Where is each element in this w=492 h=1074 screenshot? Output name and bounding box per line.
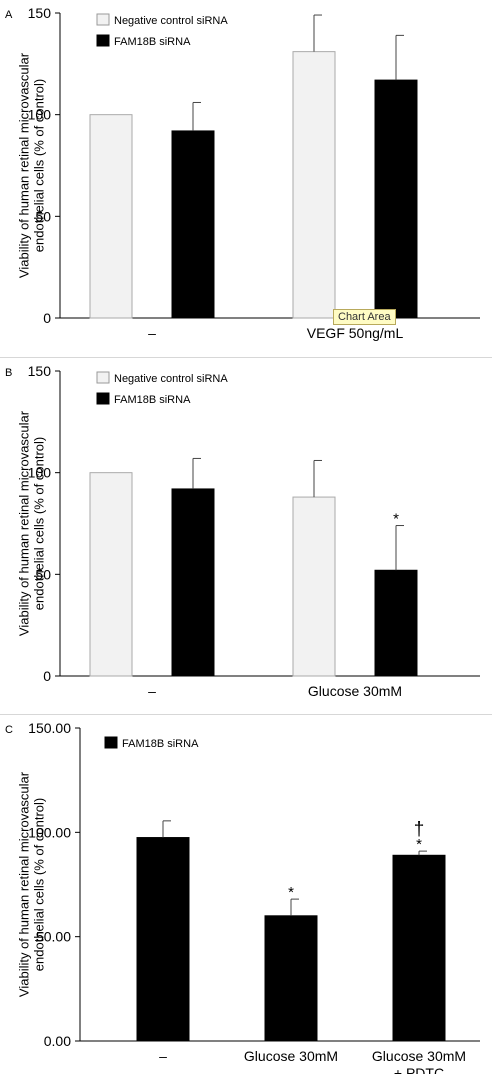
y-axis-label-line: Viability of human retinal microvascular [16,771,31,997]
legend-label: FAM18B siRNA [122,738,199,750]
y-tick-label: 0 [43,310,51,326]
bar [89,472,133,677]
chart-panel-a: A Viability of human retinal microvascula… [0,0,492,356]
y-tick-label: 50 [35,208,51,224]
y-tick-label: 50.00 [36,929,71,945]
chart-panel-b: B Viability of human retinal microvascula… [0,357,492,710]
y-axis-label: Viability of human retinal microvascular… [16,771,46,997]
chart-panel-c: C Viability of human retinal microvascula… [0,714,492,1074]
significance-marker: * [288,884,294,901]
panel-label: C [5,724,13,736]
panel-label: B [5,367,12,379]
bar [292,51,336,319]
x-category-label: – [148,325,156,341]
y-tick-label: 150 [28,363,52,379]
bar [171,488,215,677]
bar [292,496,336,677]
x-category-label: Glucose 30mM [372,1048,466,1064]
bar [89,114,133,319]
y-axis-label-line: Viability of human retinal microvascular [16,410,31,636]
y-tick-label: 150.00 [28,720,71,736]
y-axis-label: Viability of human retinal microvascular… [16,410,46,636]
y-tick-label: 0.00 [44,1033,71,1049]
y-axis-label-line: endothelial cells (% of control) [31,437,46,610]
x-category-label: – [159,1048,167,1064]
y-tick-label: 0 [43,668,51,684]
x-category-label: VEGF 50ng/mL [307,325,404,341]
legend-label: FAM18B siRNA [114,394,191,406]
y-tick-label: 100 [28,107,52,123]
x-category-label: Glucose 30mM [308,683,402,699]
legend-swatch [96,34,110,47]
y-tick-label: 50 [35,566,51,582]
y-axis-label-line: endothelial cells (% of control) [31,79,46,252]
legend-swatch [104,736,118,749]
legend-label: Negative control siRNA [114,15,228,27]
bar [264,915,318,1042]
significance-marker: * [393,511,399,528]
x-category-label: + PDTC [394,1065,444,1074]
bar [374,569,418,677]
significance-marker: * [416,836,422,853]
significance-marker: † [414,819,425,840]
legend-label: FAM18B siRNA [114,36,191,48]
chart-c: C Viability of human retinal microvascula… [5,720,480,1074]
bar [171,130,215,319]
x-category-label: Glucose 30mM [244,1048,338,1064]
legend-swatch [96,13,110,26]
y-axis-label: Viability of human retinal microvascular… [16,52,46,278]
legend-swatch [96,392,110,405]
x-category-label: – [148,683,156,699]
y-axis-label-line: Viability of human retinal microvascular [16,52,31,278]
bar [136,837,190,1042]
y-axis-label-line: endothelial cells (% of control) [31,798,46,971]
chart-b: B Viability of human retinal microvascula… [5,363,480,699]
y-tick-label: 100 [28,465,52,481]
y-tick-label: 100.00 [28,824,71,840]
legend-label: Negative control siRNA [114,373,228,385]
chart-a: A Viability of human retinal microvascula… [5,5,480,341]
y-tick-label: 150 [28,5,52,21]
chart-area-tooltip: Chart Area [333,309,396,325]
panel-label: A [5,9,13,21]
bar [392,854,446,1042]
bar [374,79,418,319]
legend-swatch [96,371,110,384]
